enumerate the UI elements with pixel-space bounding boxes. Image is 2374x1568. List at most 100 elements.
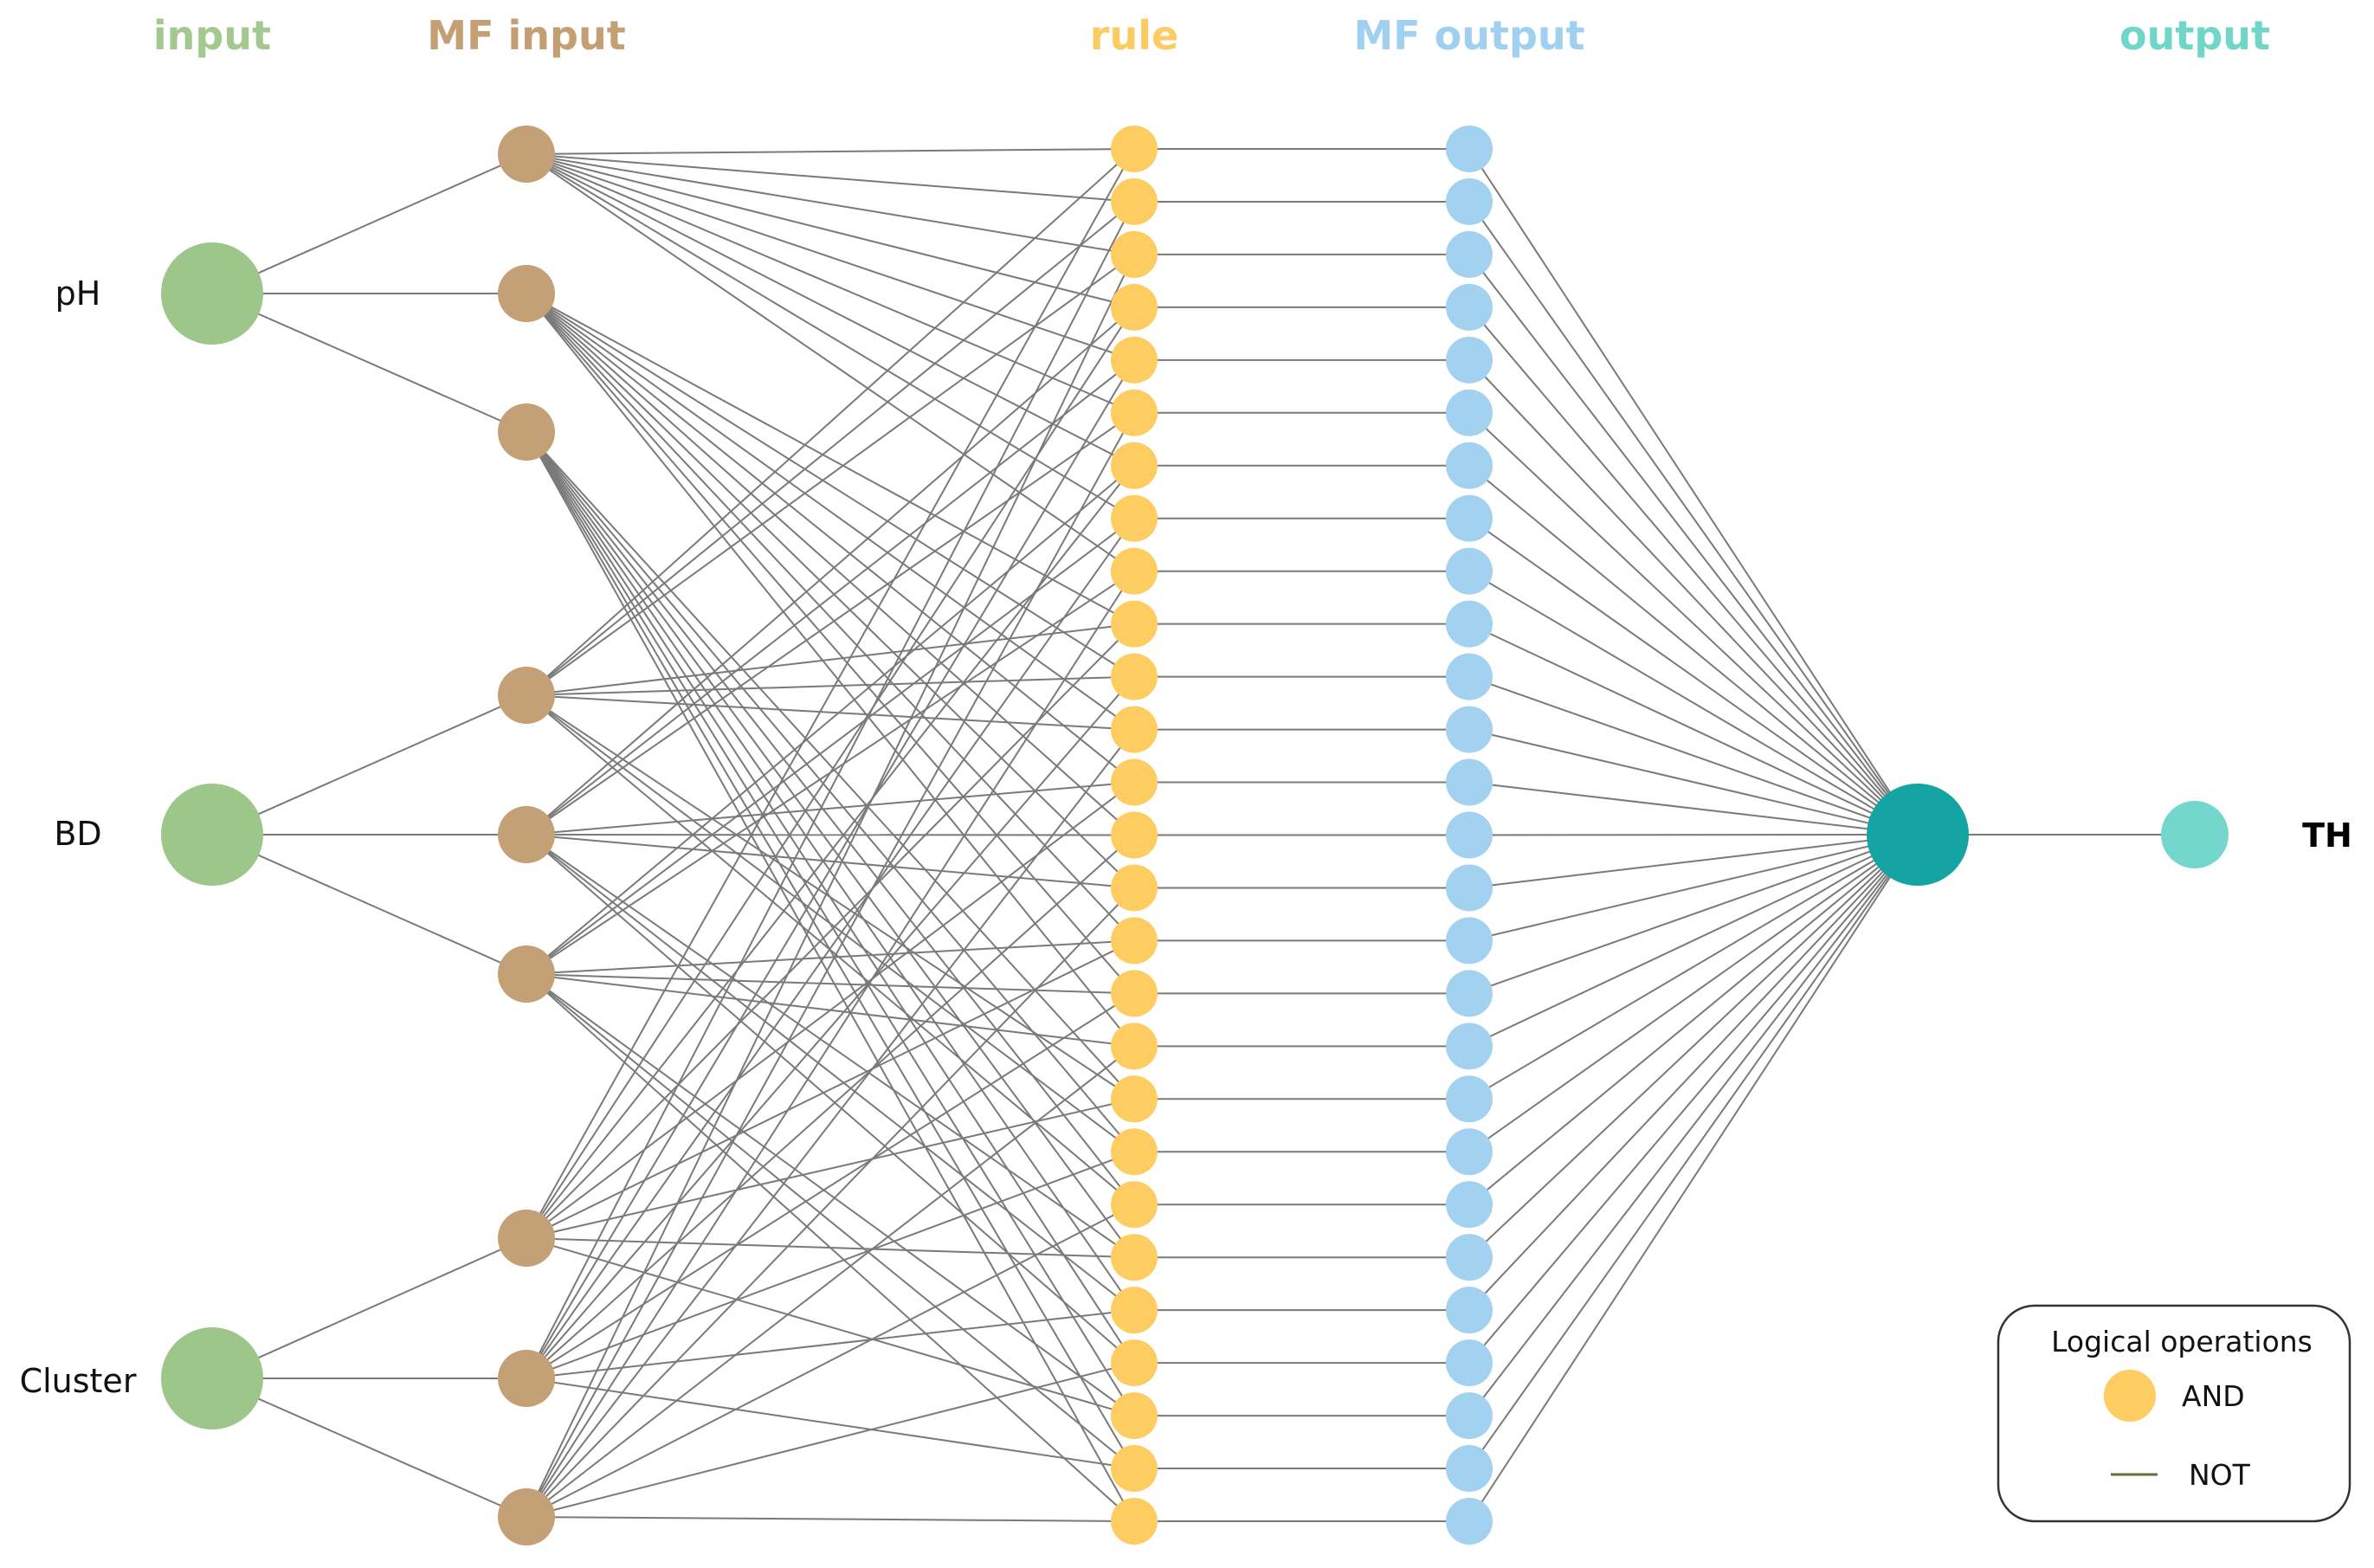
mf-output-node — [1446, 653, 1493, 700]
aggregator-node — [1867, 784, 1969, 886]
edge-mf-rule — [526, 1045, 1135, 1518]
edge-mf-rule — [526, 834, 1135, 1259]
edge-mf-rule — [526, 293, 1135, 678]
edge-mf-output-aggregator — [1468, 834, 1919, 995]
edge-mf-rule — [526, 728, 1135, 1518]
edge-mf-rule — [526, 411, 1135, 836]
header-rule: rule — [1090, 12, 1178, 59]
edge-mf-rule — [526, 431, 1135, 1258]
output-label-th: TH — [2302, 816, 2352, 855]
rule-node — [1111, 230, 1158, 278]
edge-mf-rule — [526, 412, 1135, 1518]
legend-and-swatch — [2104, 1370, 2156, 1422]
edge-mf-rule — [526, 153, 1135, 308]
edge-mf-rule — [526, 973, 1135, 1522]
output-node — [2161, 801, 2229, 868]
edge-mf-rule — [526, 293, 1135, 995]
mf-output-node — [1446, 547, 1493, 595]
rule-node — [1111, 653, 1158, 700]
mf-output-node — [1446, 917, 1493, 965]
mf-output-node — [1446, 1181, 1493, 1229]
edge-mf-rule — [526, 834, 1135, 889]
rule-nodes — [1111, 126, 1158, 1545]
edge-mf-rule — [526, 834, 1135, 1379]
mf-input-node — [498, 945, 555, 1003]
edge-mf-rule — [526, 781, 1135, 836]
input-node — [161, 242, 263, 345]
edge-mf-rule — [526, 992, 1135, 1379]
edge-mf-rule — [526, 359, 1135, 1379]
edge-input-mf — [211, 1237, 527, 1379]
edge-mf-rule — [526, 834, 1135, 1364]
mf-output-node — [1446, 1498, 1493, 1545]
rule-node — [1111, 1339, 1158, 1387]
rule-node — [1111, 706, 1158, 753]
mf-output-node — [1446, 389, 1493, 436]
mf-output-node — [1446, 1287, 1493, 1334]
edge-mf-rule — [526, 293, 1135, 942]
rule-node — [1111, 811, 1158, 859]
edge-mf-output-aggregator — [1468, 834, 1919, 1048]
input-label-bd: BD — [54, 815, 101, 853]
edge-mf-rule — [526, 153, 1135, 467]
edge-mf-rule — [526, 359, 1135, 836]
edge-mf-rule — [526, 293, 1135, 1047]
mf-input-node — [498, 806, 555, 863]
header-output: output — [2119, 12, 2270, 59]
mf-input-node — [498, 403, 555, 461]
edge-mf-output-aggregator — [1468, 675, 1919, 836]
edge-mf-output-aggregator — [1468, 834, 1919, 1100]
edge-mf-rule — [526, 293, 1135, 836]
rule-node — [1111, 1498, 1158, 1545]
edge-mf-output-aggregator — [1468, 834, 1919, 1364]
edge-mf-output-aggregator — [1468, 834, 1919, 942]
edge-mf-output-aggregator — [1468, 201, 1919, 836]
legend-box — [1997, 1304, 2351, 1523]
edge-mf-output-aggregator — [1468, 834, 1919, 836]
edge-mf-output-aggregator — [1468, 307, 1919, 836]
edge-mf-rule — [526, 675, 1135, 1379]
input-node — [161, 784, 263, 886]
rule-node — [1111, 177, 1158, 225]
rule-node — [1111, 1392, 1158, 1440]
rule-node — [1111, 917, 1158, 965]
edge-mf-output-aggregator — [1468, 834, 1919, 1206]
rule-node — [1111, 1287, 1158, 1334]
mf-output-node — [1446, 811, 1493, 859]
edge-mf-rule — [526, 1362, 1135, 1518]
edge-input-mf — [211, 834, 527, 975]
input-to-mf-edges — [211, 153, 527, 1518]
edge-mf-rule — [526, 148, 1135, 155]
edge-mf-rule — [526, 517, 1135, 975]
rule-node — [1111, 758, 1158, 806]
edge-mf-rule — [526, 254, 1135, 696]
edge-mf-output-aggregator — [1468, 834, 1919, 889]
mf-input-node — [498, 1210, 555, 1267]
edge-mf-rule — [526, 1203, 1135, 1518]
edge-mf-rule — [526, 153, 1135, 203]
edge-mf-rule — [526, 153, 1135, 414]
mf-input-node — [498, 667, 555, 724]
mf-output-node — [1446, 494, 1493, 542]
edge-mf-rule — [526, 623, 1135, 1239]
edge-mf-rule — [526, 465, 1135, 975]
rule-node — [1111, 1128, 1158, 1176]
input-label-cluster: Cluster — [20, 1362, 137, 1400]
edge-mf-rule — [526, 307, 1135, 836]
rule-node — [1111, 864, 1158, 912]
edge-mf-output-aggregator — [1468, 623, 1919, 836]
mf-output-node — [1446, 1392, 1493, 1440]
header-input: input — [153, 12, 271, 59]
mf-output-node — [1446, 1075, 1493, 1123]
edge-mf-rule — [526, 431, 1135, 1416]
edge-mf-rule — [526, 939, 1135, 975]
mf-output-nodes — [1446, 126, 1493, 1545]
rule-node — [1111, 970, 1158, 1017]
rule-node — [1111, 1181, 1158, 1229]
mf-output-to-aggregator-edges — [1468, 148, 1919, 1522]
mf-output-node — [1446, 758, 1493, 806]
edge-input-mf — [211, 293, 527, 433]
edge-mf-output-aggregator — [1468, 412, 1919, 836]
edge-mf-output-aggregator — [1468, 359, 1919, 836]
legend-not-label: NOT — [2189, 1458, 2251, 1492]
